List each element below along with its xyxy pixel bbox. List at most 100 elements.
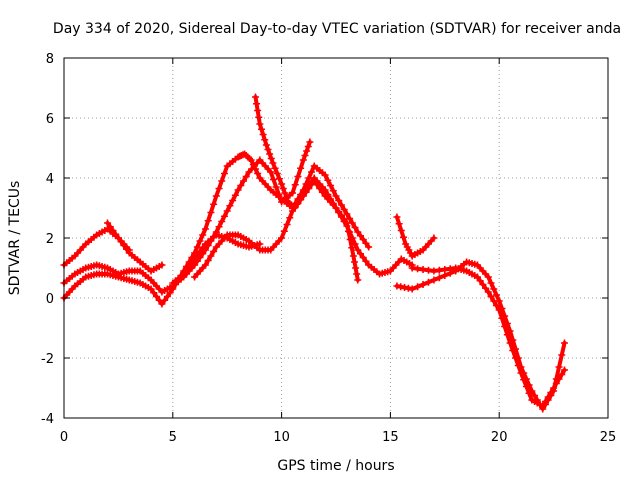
data-point (356, 250, 364, 258)
data-point (273, 170, 281, 177)
data-point (218, 177, 226, 185)
data-point (196, 248, 204, 255)
data-point (399, 233, 407, 241)
data-point (329, 187, 337, 195)
data-point (161, 296, 169, 304)
data-point (301, 152, 309, 159)
data-point (517, 369, 525, 377)
data-point (550, 384, 558, 392)
data-point (266, 150, 274, 158)
data-point (251, 165, 259, 173)
data-point (257, 125, 265, 133)
y-tick-label: 2 (46, 232, 54, 247)
data-point (424, 278, 432, 286)
x-tick-label: 20 (491, 430, 508, 445)
data-point (356, 232, 364, 240)
data-point (303, 147, 311, 155)
data-point (340, 206, 348, 213)
data-point (299, 189, 307, 197)
data-point (492, 291, 500, 299)
data-point (191, 255, 199, 263)
data-point (240, 177, 248, 185)
data-point (234, 186, 242, 194)
data-point (259, 131, 267, 138)
y-tick-label: 0 (46, 292, 54, 307)
x-tick-label: 15 (382, 430, 399, 445)
data-point (343, 219, 351, 227)
data-point (498, 314, 506, 322)
data-point (106, 223, 114, 231)
data-point (514, 362, 522, 369)
data-point (229, 197, 237, 204)
y-tick-label: 8 (46, 52, 54, 67)
data-point (351, 224, 359, 231)
data-point (327, 195, 335, 203)
data-point (359, 254, 367, 261)
data-point (204, 257, 212, 264)
data-point (294, 173, 302, 180)
y-tick-label: 4 (46, 172, 54, 187)
data-point (501, 323, 509, 330)
data-point (299, 156, 307, 164)
data-point (512, 354, 520, 362)
data-point (441, 272, 449, 279)
data-point (231, 191, 239, 199)
axis-ticks: 0 5 10 15 20 25 -4 -2 0 2 4 6 8 (41, 52, 616, 445)
data-point (185, 263, 193, 270)
data-point (261, 136, 269, 144)
data-point (359, 236, 367, 243)
data-point (541, 398, 549, 405)
data-point (279, 185, 287, 192)
data-point (305, 182, 313, 189)
data-point (254, 170, 262, 177)
series-sat-i (408, 264, 568, 410)
data-point (210, 200, 218, 208)
data-point (220, 212, 228, 220)
data-point (327, 182, 335, 189)
grid-lines (64, 58, 608, 418)
data-point (269, 159, 277, 167)
data-point (419, 281, 427, 288)
data-point (218, 218, 226, 225)
data-point (215, 223, 223, 231)
data-point (104, 219, 112, 227)
data-point (531, 392, 539, 399)
data-point (337, 212, 345, 219)
data-point (506, 339, 514, 347)
data-point (308, 168, 316, 176)
data-point (269, 176, 277, 183)
data-point (558, 371, 566, 378)
data-point (408, 285, 416, 293)
data-point (297, 164, 305, 172)
data-point (340, 215, 348, 223)
data-point (158, 261, 166, 269)
data-point (254, 107, 262, 114)
data-point (291, 204, 299, 212)
y-tick-label: -4 (41, 412, 54, 427)
data-point (272, 183, 280, 191)
data-point (255, 113, 263, 121)
data-point (555, 375, 563, 383)
data-point (329, 200, 337, 207)
data-point (487, 279, 495, 287)
data-point (560, 339, 568, 347)
data-point (264, 146, 272, 153)
data-point (321, 186, 329, 194)
data-point (337, 201, 345, 209)
data-point (473, 273, 481, 281)
data-point (152, 293, 160, 300)
data-point (147, 285, 155, 293)
data-point (484, 288, 492, 296)
data-point (346, 236, 354, 243)
data-point (199, 231, 207, 239)
data-point (267, 155, 275, 162)
x-tick-label: 5 (169, 430, 177, 445)
x-tick-label: 10 (273, 430, 290, 445)
data-point (430, 234, 438, 242)
data-series-group (60, 93, 568, 413)
data-point (558, 351, 566, 359)
data-point (362, 257, 370, 265)
data-point (395, 220, 403, 228)
data-point (112, 230, 120, 238)
